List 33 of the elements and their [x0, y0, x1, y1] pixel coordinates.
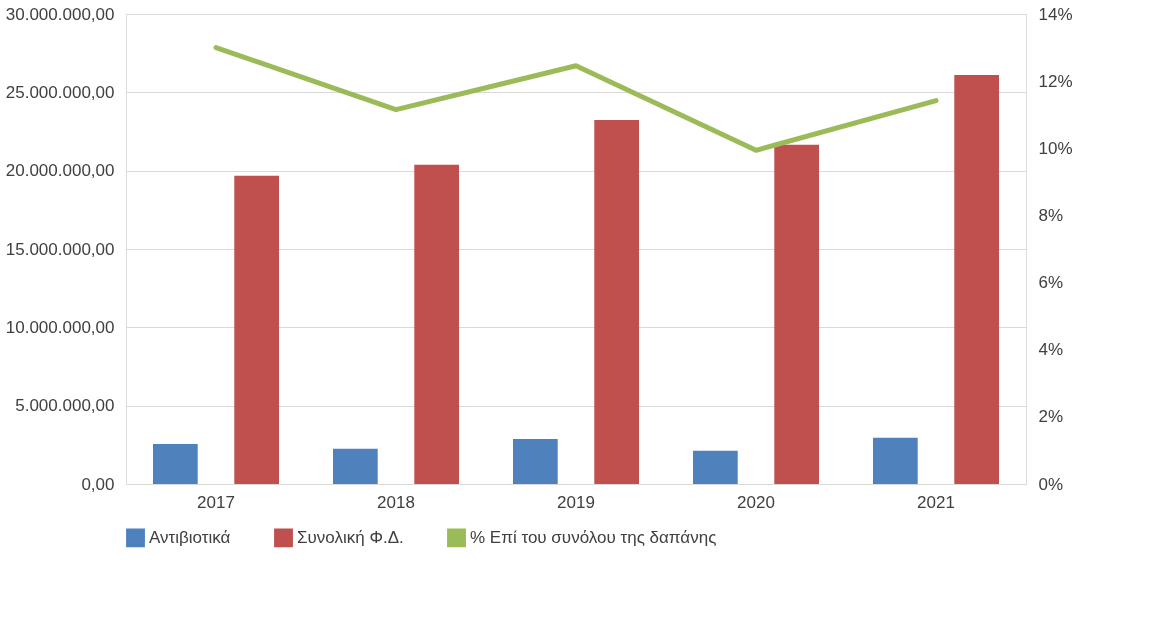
legend-label: Αντιβιοτικά	[149, 527, 231, 547]
y-tick-label: 0,00	[81, 474, 115, 494]
bar	[774, 144, 819, 484]
y2-tick-label: 0%	[1038, 474, 1064, 494]
y-tick-label: 20.000.000,00	[5, 161, 115, 181]
bar	[693, 450, 738, 484]
y-tick-label: 25.000.000,00	[5, 82, 115, 102]
bar	[513, 438, 558, 484]
bar	[333, 448, 378, 484]
bar	[594, 119, 639, 484]
y2-tick-label: 2%	[1038, 407, 1064, 427]
y2-tick-label: 8%	[1038, 205, 1064, 225]
legend-label: Συνολική Φ.Δ.	[297, 527, 404, 547]
y2-tick-label: 4%	[1038, 340, 1064, 360]
x-tick-label: 2017	[197, 492, 235, 512]
bar	[873, 437, 918, 484]
y2-tick-label: 6%	[1038, 273, 1064, 293]
x-tick-label: 2021	[917, 492, 955, 512]
y-tick-label: 15.000.000,00	[5, 239, 115, 259]
y2-tick-label: 12%	[1038, 71, 1073, 91]
y2-tick-label: 10%	[1038, 138, 1073, 158]
x-tick-label: 2020	[737, 492, 775, 512]
y-tick-label: 30.000.000,00	[5, 4, 115, 24]
bar	[234, 175, 279, 484]
bar	[153, 443, 198, 484]
y-tick-label: 10.000.000,00	[5, 317, 115, 337]
bar	[954, 75, 999, 484]
x-tick-label: 2018	[377, 492, 415, 512]
y-tick-label: 5.000.000,00	[15, 396, 115, 416]
y2-tick-label: 14%	[1038, 4, 1073, 24]
legend-label: % Επί του συνόλου της δαπάνης	[470, 527, 717, 547]
x-tick-label: 2019	[557, 492, 595, 512]
bar	[414, 164, 459, 484]
